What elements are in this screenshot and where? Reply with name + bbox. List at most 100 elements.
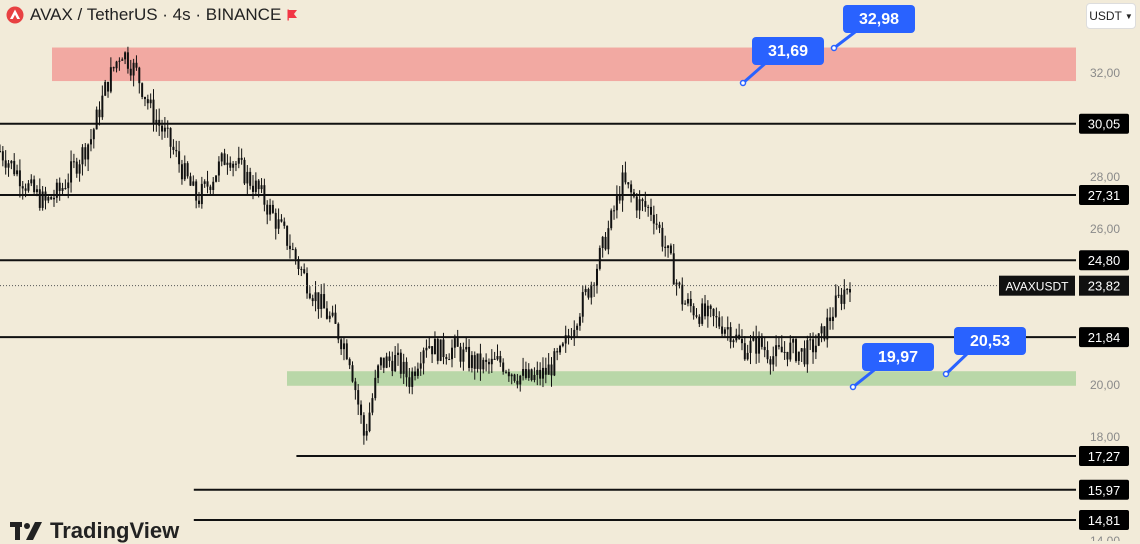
candle-body — [291, 249, 294, 251]
symbol-title[interactable]: AVAX / TetherUS · 4s · BINANCE — [30, 5, 282, 24]
candle-body — [544, 367, 547, 375]
price-callout[interactable] — [843, 5, 915, 33]
candle-body — [490, 358, 493, 365]
price-callout[interactable] — [954, 327, 1026, 355]
callout-anchor[interactable] — [942, 370, 950, 378]
candle-body — [502, 362, 505, 372]
candle-body — [783, 351, 786, 353]
chart-header: AVAX / TetherUS · 4s · BINANCE — [6, 4, 298, 26]
candle-body — [721, 326, 724, 334]
candle-body — [433, 338, 436, 355]
candle-body — [564, 335, 567, 344]
candle-body — [689, 298, 692, 307]
candle-body — [624, 172, 627, 183]
candle-body — [635, 196, 638, 211]
candle-body — [189, 176, 192, 186]
candle-body — [669, 245, 672, 254]
candle-body — [485, 359, 488, 362]
candle-body — [627, 182, 630, 185]
candle-body — [126, 52, 129, 69]
resistance-zone[interactable] — [52, 47, 1076, 82]
y-tick-label: 18,00 — [1090, 430, 1120, 444]
candle-body — [658, 224, 661, 228]
candle-body — [112, 67, 115, 69]
candle-body — [135, 62, 138, 68]
candle-body — [607, 228, 610, 250]
candle-body — [377, 365, 380, 378]
support-zone[interactable] — [287, 371, 1076, 386]
candle-body — [462, 349, 465, 362]
candle-body — [155, 119, 158, 124]
candle-body — [220, 153, 223, 162]
candle-body — [274, 212, 277, 229]
candle-body — [101, 95, 104, 118]
candle-body — [723, 329, 726, 334]
candle-body — [738, 334, 741, 339]
candle-body — [809, 339, 812, 341]
candle-body — [237, 157, 240, 164]
candle-body — [7, 163, 10, 168]
candle-body — [50, 197, 53, 200]
price-callout-text: 31,69 — [768, 43, 808, 60]
price-callout-text: 32,98 — [859, 11, 899, 28]
candle-body — [837, 294, 840, 296]
candle-body — [300, 268, 303, 270]
candle-body — [1, 151, 4, 161]
candle-body — [772, 356, 775, 365]
candle-body — [362, 415, 365, 436]
candle-body — [470, 355, 473, 368]
candle-body — [843, 289, 846, 304]
candle-body — [266, 204, 269, 215]
candle-body — [234, 163, 237, 165]
currency-select[interactable]: USDT ▼ — [1086, 3, 1136, 29]
candle-body — [849, 289, 851, 293]
candle-body — [13, 160, 16, 175]
candle-body — [615, 194, 618, 211]
candle-body — [812, 339, 815, 353]
candle-body — [405, 361, 408, 378]
candle-body — [371, 398, 374, 413]
candle-body — [263, 185, 266, 205]
candle-body — [831, 316, 834, 322]
candle-body — [197, 200, 200, 205]
price-callout[interactable] — [752, 37, 824, 65]
candle-body — [132, 62, 135, 76]
candle-body — [306, 273, 309, 294]
candle-body — [78, 164, 81, 174]
candle-body — [439, 339, 442, 361]
candle-body — [161, 125, 164, 132]
candle-body — [456, 338, 459, 347]
candle-body — [254, 180, 257, 192]
candle-body — [706, 305, 709, 317]
level-price-text: 14,81 — [1088, 513, 1121, 528]
callout-anchor[interactable] — [849, 383, 857, 391]
candle-body — [573, 329, 576, 339]
candle-body — [368, 412, 371, 432]
level-price-label — [1079, 479, 1129, 500]
callout-anchor[interactable] — [739, 79, 747, 87]
candle-body — [38, 189, 41, 208]
candle-body — [33, 179, 36, 193]
candle-body — [541, 367, 544, 379]
candle-body — [365, 431, 368, 436]
price-callout[interactable] — [862, 343, 934, 371]
candle-body — [425, 347, 428, 351]
callout-anchor[interactable] — [830, 44, 838, 52]
candle-body — [95, 109, 98, 130]
candle-body — [786, 351, 789, 360]
candle-body — [408, 377, 411, 387]
y-tick-label: 14,00 — [1090, 534, 1120, 541]
candle-body — [681, 284, 684, 305]
chevron-down-icon: ▼ — [1124, 11, 1133, 21]
candle-body — [288, 245, 291, 250]
candle-body — [641, 199, 644, 202]
candle-body — [72, 161, 75, 163]
candle-body — [391, 360, 394, 372]
y-tick-label: 28,00 — [1090, 170, 1120, 184]
candle-body — [618, 194, 621, 201]
candle-body — [524, 369, 527, 378]
flag-icon[interactable] — [287, 9, 298, 21]
symbol-tag — [999, 275, 1075, 296]
candle-body — [735, 334, 738, 341]
